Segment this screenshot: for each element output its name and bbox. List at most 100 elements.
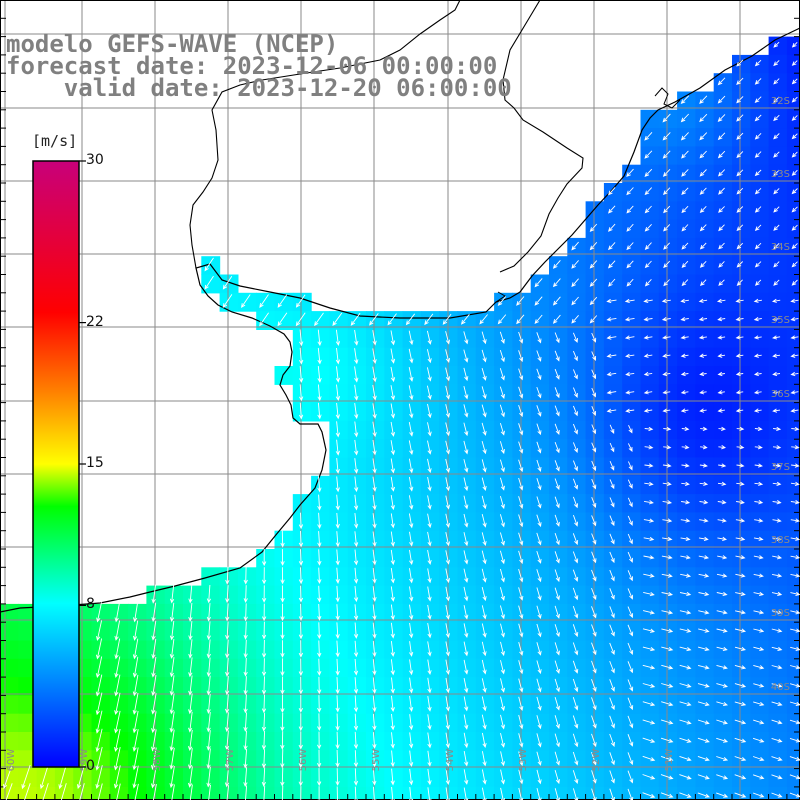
wind-cell (622, 713, 642, 733)
wind-cell (146, 677, 166, 696)
wind-cell (732, 677, 751, 696)
wind-arrow (299, 329, 304, 347)
wind-arrow (390, 476, 396, 492)
wind-arrow (554, 642, 560, 656)
wind-cell (274, 713, 294, 733)
wind-arrow (661, 591, 674, 597)
wind-cell (750, 164, 770, 184)
wind-cell (713, 311, 733, 330)
wind-cell (347, 384, 367, 404)
wind-arrow (481, 550, 487, 565)
colorbar-tick-label: 15 (86, 455, 104, 471)
wind-cell (567, 567, 587, 587)
wind-cell (274, 768, 294, 788)
wind-arrow (754, 206, 762, 213)
wind-cell (73, 768, 93, 788)
wind-cell (311, 585, 330, 605)
wind-arrow (662, 113, 671, 123)
wind-cell (603, 512, 623, 532)
wind-arrow (354, 366, 359, 383)
wind-arrow (169, 711, 175, 733)
wind-arrow (642, 774, 656, 780)
wind-cell (622, 274, 642, 294)
wind-cell (677, 366, 696, 385)
wind-cell (311, 567, 330, 587)
wind-arrow (316, 731, 322, 750)
wind-cell (549, 567, 568, 587)
wind-cell (549, 256, 568, 276)
coast-line (0, 27, 800, 613)
wind-arrow (280, 749, 285, 769)
wind-arrow (335, 329, 341, 347)
wind-arrow (627, 624, 634, 637)
wind-arrow (661, 664, 674, 670)
wind-cell (786, 494, 800, 513)
wind-arrow (698, 335, 707, 340)
wind-arrow (390, 385, 396, 401)
wind-arrow (572, 587, 579, 601)
wind-arrow (609, 715, 615, 729)
wind-arrow (552, 296, 561, 306)
wind-arrow (734, 646, 746, 652)
wind-cell (786, 622, 800, 642)
wind-cell (677, 256, 696, 276)
wind-cell (347, 439, 367, 459)
wind-cell (677, 750, 696, 770)
wind-arrow (95, 746, 103, 771)
wind-arrow (644, 131, 653, 141)
wind-arrow (791, 96, 798, 103)
wind-cell (146, 713, 166, 733)
wind-arrow (261, 676, 267, 695)
wind-cell (786, 750, 800, 770)
wind-arrow (299, 366, 304, 383)
wind-cell (512, 786, 532, 800)
wind-cell (750, 54, 770, 74)
wind-arrow (734, 756, 747, 762)
wind-arrow (387, 313, 397, 326)
wind-cell (402, 786, 422, 800)
wind-arrow (771, 701, 783, 706)
wind-cell (475, 311, 495, 330)
wind-arrow (660, 774, 674, 780)
wind-cell (311, 530, 330, 550)
wind-arrow (699, 279, 707, 287)
wind-arrow (627, 679, 634, 692)
wind-cell (494, 475, 513, 495)
wind-arrow (536, 696, 542, 711)
wind-arrow (5, 783, 13, 800)
wind-cell (786, 512, 800, 532)
wind-cell (695, 347, 715, 367)
wind-arrow (390, 348, 396, 364)
wind-cell (109, 658, 129, 678)
wind-cell (695, 658, 715, 678)
wind-cell (585, 457, 605, 477)
wind-cell (237, 658, 257, 678)
wind-arrow (773, 206, 780, 213)
wind-arrow (372, 549, 377, 566)
wind-arrow (243, 566, 248, 585)
wind-cell (713, 420, 733, 440)
wind-arrow (624, 298, 635, 304)
wind-arrow (643, 573, 655, 578)
wind-cell (786, 439, 800, 459)
wind-arrow (317, 640, 322, 658)
wind-cell (0, 695, 19, 715)
wind-arrow (536, 642, 542, 656)
wind-arrow (353, 586, 359, 603)
wind-cell (603, 732, 623, 751)
wind-cell (677, 640, 696, 660)
wind-cell (274, 530, 294, 550)
wind-arrow (773, 151, 780, 158)
wind-cell (457, 677, 477, 696)
wind-arrow (536, 715, 542, 730)
wind-arrow (151, 620, 157, 641)
wind-arrow (390, 531, 395, 547)
wind-cell (567, 292, 587, 312)
wind-cell (640, 567, 660, 587)
wind-cell (366, 311, 385, 330)
wind-cell (585, 292, 605, 312)
wind-cell (146, 585, 166, 605)
wind-arrow (609, 461, 615, 471)
wind-arrow (317, 786, 322, 800)
wind-arrow (95, 692, 103, 716)
